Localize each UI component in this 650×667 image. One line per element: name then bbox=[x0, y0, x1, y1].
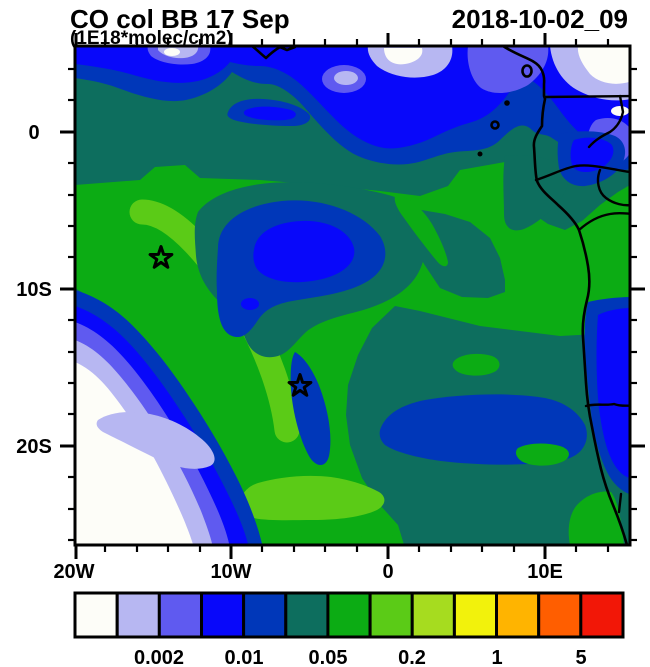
contour-region-central-low-tail bbox=[241, 298, 259, 310]
annobon-island-dot bbox=[477, 151, 483, 157]
contour-region-coastal-strip-blue-core bbox=[596, 308, 630, 478]
y-axis-ticks-right bbox=[630, 67, 645, 542]
colorbar-cell-7 bbox=[326, 591, 372, 639]
colorbar-label-0002: 0.002 bbox=[134, 647, 184, 667]
colorbar-cell-11 bbox=[495, 591, 541, 639]
country-border-2 bbox=[587, 94, 625, 149]
x-tick-label-10w: 10W bbox=[210, 561, 251, 583]
map-area bbox=[75, 46, 630, 545]
colorbar-cell-10 bbox=[452, 591, 499, 639]
contour-region-top-white-3 bbox=[164, 48, 180, 56]
sao-tome-island-outline bbox=[490, 120, 500, 130]
contour-region-sw-lavender-inner bbox=[96, 412, 215, 469]
principe-island-dot bbox=[504, 100, 510, 106]
contour-region-central-low-blue-core bbox=[253, 220, 355, 283]
plot-timestamp: 2018-10-02_09 bbox=[452, 4, 628, 34]
colorbar-cell-12 bbox=[537, 591, 583, 639]
country-border-5 bbox=[577, 211, 630, 232]
y-tick-label-10s: 10S bbox=[16, 279, 52, 301]
contour-region-streak-blue-core bbox=[243, 106, 296, 121]
colorbar: 0.002 0.01 0.05 0.2 1 5 bbox=[73, 591, 625, 667]
y-tick-label-0: 0 bbox=[28, 122, 39, 144]
colorbar-cell-9 bbox=[410, 591, 456, 639]
colorbar-cell-2 bbox=[115, 591, 161, 639]
colorbar-cell-13 bbox=[579, 591, 625, 639]
colorbar-label-005: 0.05 bbox=[309, 647, 348, 667]
contour-region-green-corner bbox=[568, 491, 624, 545]
x-tick-label-10e: 10E bbox=[527, 561, 563, 583]
country-border-4 bbox=[596, 168, 630, 207]
colorbar-cell-6 bbox=[284, 591, 330, 639]
contour-region-green-patch-2 bbox=[515, 443, 569, 466]
colorbar-label-001: 0.01 bbox=[225, 647, 264, 667]
star-marker-ascension bbox=[148, 245, 174, 269]
contour-region-green-patch-1 bbox=[452, 353, 500, 376]
x-tick-label-20w: 20W bbox=[53, 561, 94, 583]
contour-region-top-white-4 bbox=[611, 106, 629, 116]
country-border-3 bbox=[534, 164, 630, 182]
contour-region-top-white-2 bbox=[577, 46, 630, 84]
contour-region-lightgreen-patch bbox=[240, 475, 385, 521]
colorbar-label-02: 0.2 bbox=[398, 647, 426, 667]
bioko-island-outline bbox=[521, 64, 533, 78]
country-border-6 bbox=[617, 492, 623, 514]
colorbar-cell-1 bbox=[73, 591, 119, 639]
x-axis-ticks-bottom bbox=[74, 545, 610, 559]
colorbar-label-5: 5 bbox=[575, 647, 586, 667]
plot-units-subtitle: (1E18*molec/cm2) bbox=[70, 28, 233, 49]
x-tick-label-0: 0 bbox=[382, 561, 393, 583]
x-axis-ticks-top bbox=[74, 33, 610, 46]
contour-region-green-patch-3 bbox=[360, 535, 395, 545]
cape-palmas-coastline bbox=[250, 46, 297, 60]
colorbar-cell-8 bbox=[368, 591, 414, 639]
map-frame bbox=[73, 44, 632, 547]
africa-coastline bbox=[501, 46, 629, 545]
colorbar-cell-5 bbox=[242, 591, 288, 639]
country-border-1 bbox=[543, 94, 630, 99]
star-marker-sthelena bbox=[287, 373, 313, 397]
contour-region-sw-white bbox=[75, 362, 194, 545]
contour-region-top-white-1 bbox=[384, 48, 423, 65]
colorbar-label-1: 1 bbox=[491, 647, 502, 667]
colorbar-cell-4 bbox=[200, 591, 246, 639]
contour-region-land-blotch-blue-core bbox=[570, 137, 614, 173]
y-tick-label-20s: 20S bbox=[16, 436, 52, 458]
contour-region-green-finger bbox=[394, 194, 448, 267]
y-axis-ticks-left bbox=[60, 67, 75, 542]
plot-title: CO col BB 17 Sep bbox=[70, 4, 290, 34]
colorbar-cell-3 bbox=[157, 591, 204, 639]
contour-region-top-lavender-2 bbox=[334, 71, 358, 85]
